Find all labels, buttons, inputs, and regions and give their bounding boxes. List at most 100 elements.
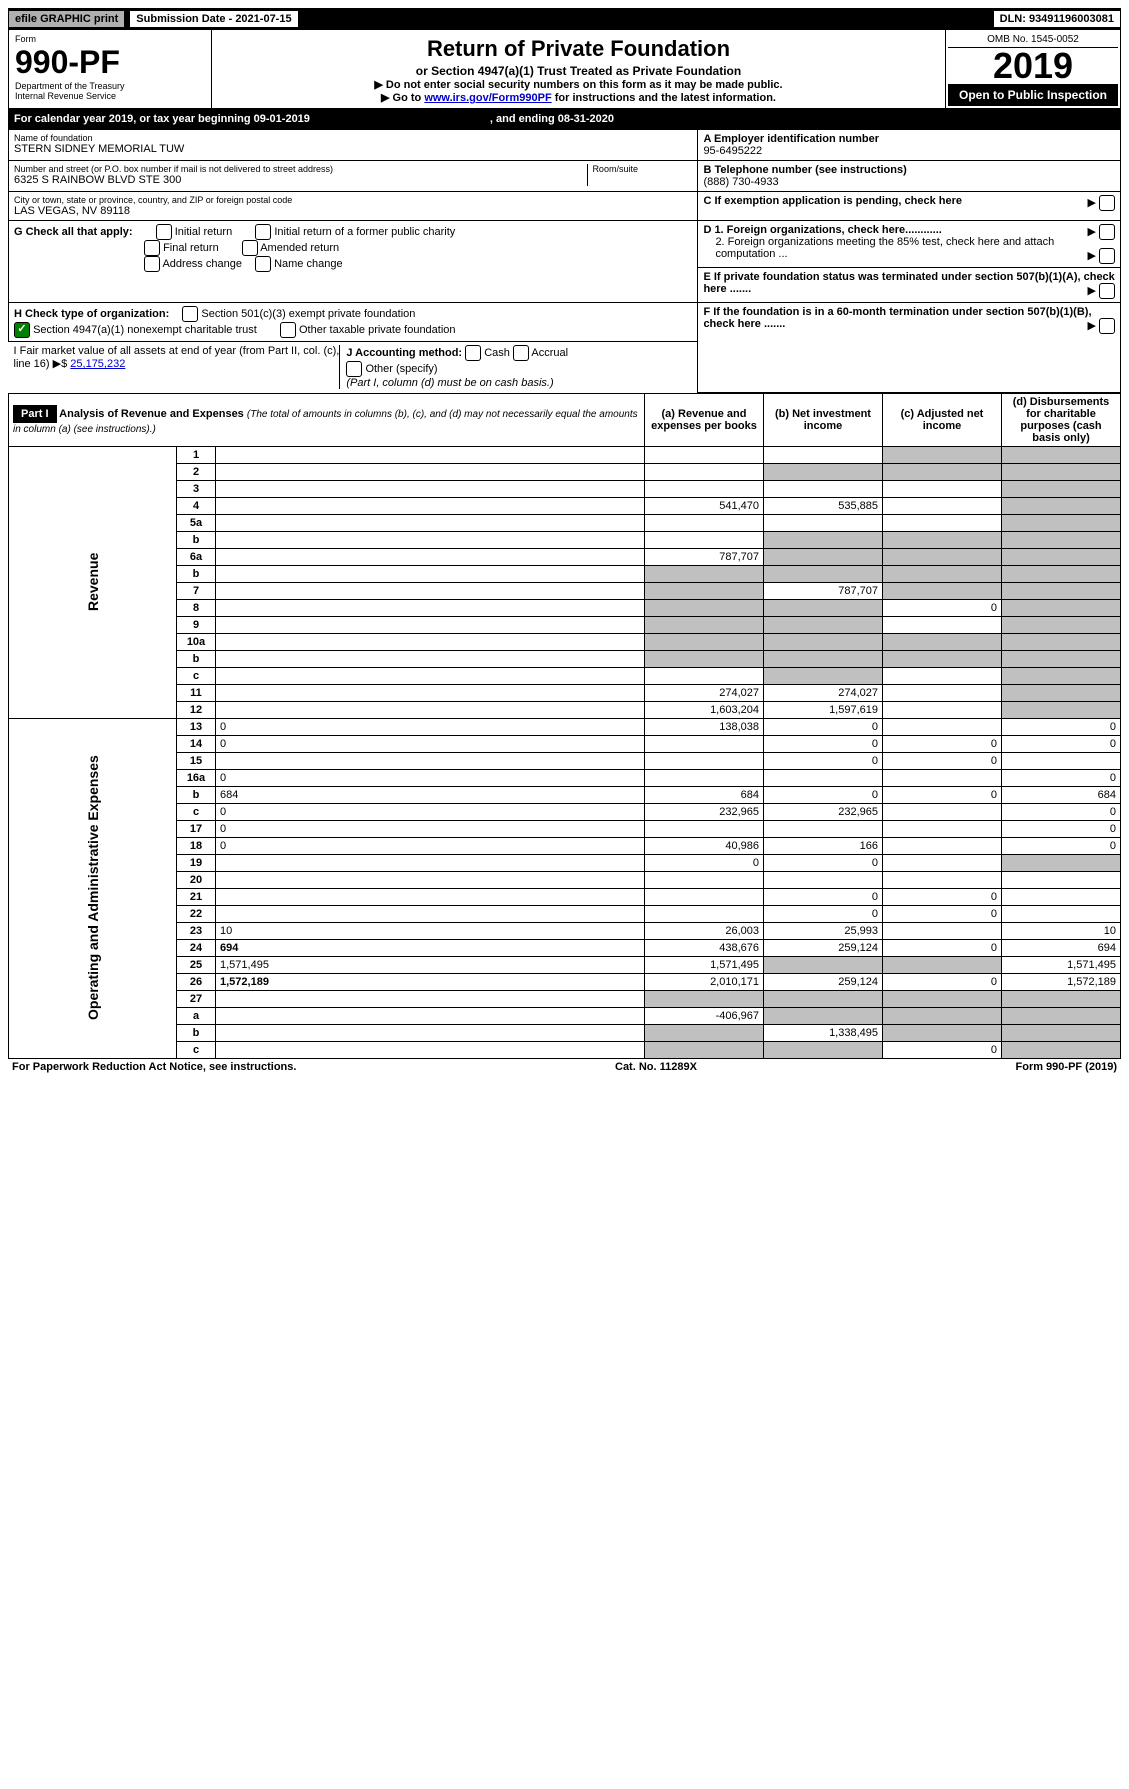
d2-checkbox[interactable] [1099,248,1115,264]
cell-d: 694 [1002,939,1121,956]
cell-d [1002,905,1121,922]
cell-d: 0 [1002,803,1121,820]
row-number: 20 [177,871,216,888]
c-checkbox[interactable] [1099,195,1115,211]
cell-d [1002,667,1121,684]
cell-a [645,990,764,1007]
row-number: 23 [177,922,216,939]
i-label: I Fair market value of all assets at end… [14,345,340,370]
h1-checkbox[interactable] [182,306,198,322]
j-other[interactable] [346,361,362,377]
row-number: 17 [177,820,216,837]
footer-right: Form 990-PF (2019) [1016,1061,1117,1073]
cell-c [883,514,1002,531]
e-checkbox[interactable] [1099,283,1115,299]
cell-d: 1,572,189 [1002,973,1121,990]
row-description: 1,571,495 [216,956,645,973]
cell-c [883,616,1002,633]
row-number: c [177,1041,216,1058]
row-description [216,990,645,1007]
form-subtitle: or Section 4947(a)(1) Trust Treated as P… [216,64,941,78]
cell-b [764,1007,883,1024]
cell-c: 0 [883,1041,1002,1058]
cell-a [645,633,764,650]
footer-left: For Paperwork Reduction Act Notice, see … [12,1061,296,1073]
row-description [216,1007,645,1024]
cell-a: 274,027 [645,684,764,701]
row-number: 22 [177,905,216,922]
cell-d [1002,463,1121,480]
cell-a: 1,571,495 [645,956,764,973]
form-word: Form [15,34,205,44]
cell-c [883,650,1002,667]
h2-checkbox[interactable]: ✓ [14,322,30,338]
fmv-value[interactable]: 25,175,232 [70,358,125,370]
g-name-change[interactable] [255,256,271,272]
row-number: 11 [177,684,216,701]
row-number: 4 [177,497,216,514]
cell-b: 0 [764,905,883,922]
cell-a [645,616,764,633]
cell-b: 0 [764,718,883,735]
cell-d [1002,752,1121,769]
j-cash[interactable] [465,345,481,361]
g-final[interactable] [144,240,160,256]
cell-b: 0 [764,752,883,769]
row-number: 8 [177,599,216,616]
cell-d [1002,531,1121,548]
tel-label: B Telephone number (see instructions) [703,164,1115,176]
cell-c: 0 [883,939,1002,956]
cell-c [883,1007,1002,1024]
cell-b [764,514,883,531]
ein-value: 95-6495222 [703,145,1115,157]
cell-c [883,803,1002,820]
g-initial[interactable] [156,224,172,240]
addr-label: Number and street (or P.O. box number if… [14,164,587,174]
h3-checkbox[interactable] [280,322,296,338]
g-amended[interactable] [242,240,258,256]
g-label: G Check all that apply: [14,226,133,238]
cell-d [1002,854,1121,871]
row-description [216,684,645,701]
cell-a [645,565,764,582]
row-description: 0 [216,735,645,752]
cell-c: 0 [883,888,1002,905]
row-number: 5a [177,514,216,531]
cell-b [764,633,883,650]
cell-a [645,463,764,480]
f-checkbox[interactable] [1099,318,1115,334]
cell-a [645,582,764,599]
cell-a: 541,470 [645,497,764,514]
cell-a [645,480,764,497]
instr-2a: ▶ Go to [381,92,424,104]
cell-b: 1,338,495 [764,1024,883,1041]
cell-a: -406,967 [645,1007,764,1024]
foundation-name: STERN SIDNEY MEMORIAL TUW [14,143,692,155]
d1-checkbox[interactable] [1099,224,1115,240]
cell-d [1002,701,1121,718]
row-description [216,871,645,888]
cell-c [883,820,1002,837]
cell-d [1002,497,1121,514]
cell-d: 10 [1002,922,1121,939]
cell-c [883,956,1002,973]
cell-a [645,1024,764,1041]
cell-b: 274,027 [764,684,883,701]
row-description [216,565,645,582]
cell-c [883,990,1002,1007]
cell-a [645,1041,764,1058]
g-addr-change[interactable] [144,256,160,272]
row-description [216,582,645,599]
cell-c [883,837,1002,854]
row-number: b [177,650,216,667]
c-label: C If exemption application is pending, c… [703,195,962,207]
cell-b: 1,597,619 [764,701,883,718]
j-accrual[interactable] [513,345,529,361]
row-description [216,701,645,718]
g-initial-former[interactable] [255,224,271,240]
cell-a [645,735,764,752]
cell-c: 0 [883,973,1002,990]
row-number: 27 [177,990,216,1007]
irs-link[interactable]: www.irs.gov/Form990PF [424,92,551,104]
instr-2b: for instructions and the latest informat… [552,92,776,104]
